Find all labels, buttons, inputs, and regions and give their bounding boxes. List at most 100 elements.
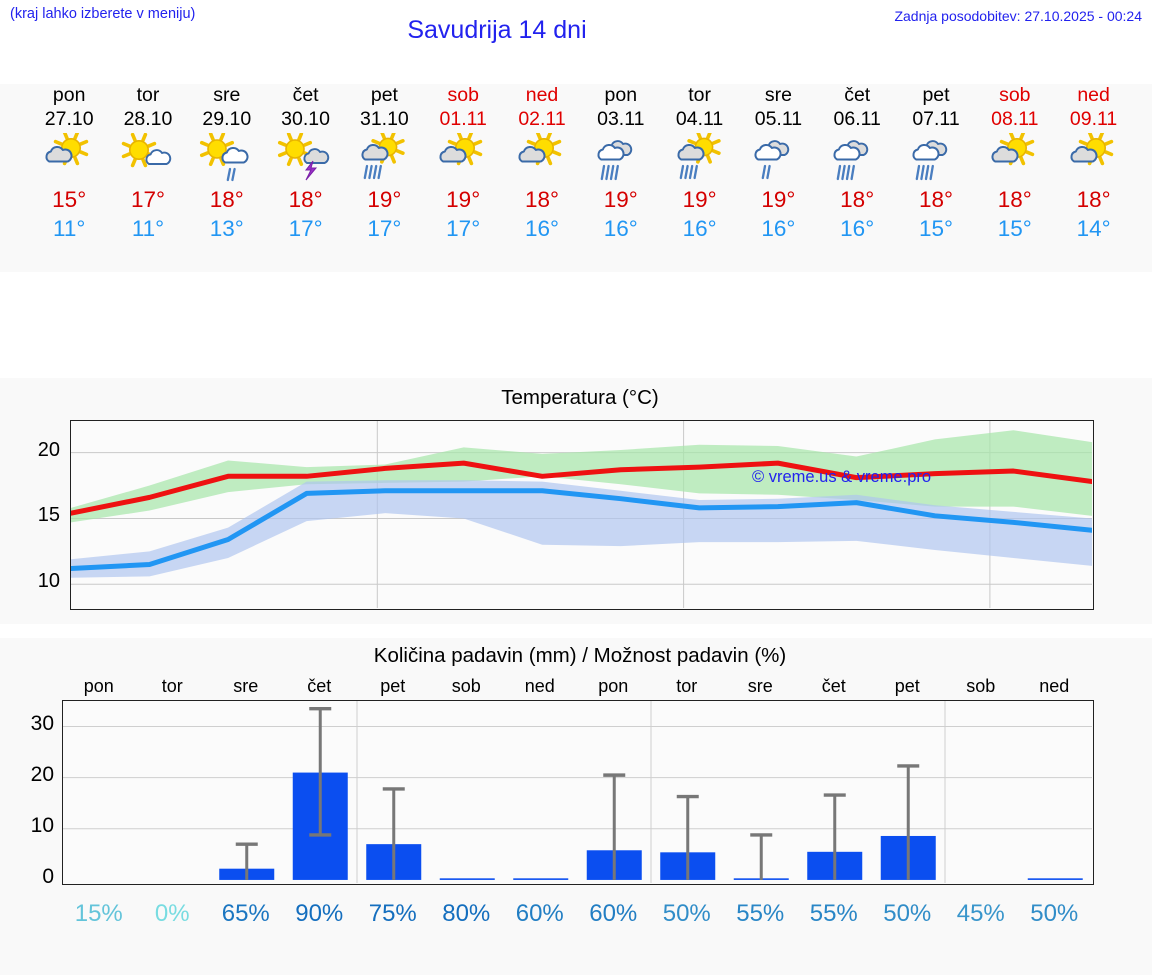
day-date: 27.10 (44, 108, 94, 130)
precipitation-probability-label: 50% (662, 900, 711, 927)
cloud-light-rain-icon (754, 140, 790, 180)
precipitation-day-label: pon (598, 676, 629, 696)
weather-icon-wrapper (266, 133, 345, 185)
sun-cloud-light-rain-icon (199, 133, 249, 182)
precipitation-error-bar (603, 773, 626, 880)
sun-behind-cloud-icon (1070, 133, 1113, 166)
weather-icon-wrapper (818, 133, 897, 185)
day-name: sre (213, 84, 241, 106)
precipitation-day-label: pet (380, 676, 406, 696)
day-column[interactable]: ned 02.11 18° 16° (503, 84, 582, 243)
precipitation-day-label: pon (83, 676, 114, 696)
temperature-max: 18° (1076, 187, 1111, 212)
temperature-min: 15° (997, 216, 1032, 241)
temperature-max: 17° (130, 187, 165, 212)
temperature-min: 16° (524, 216, 559, 241)
precipitation-day-label: tor (161, 676, 183, 696)
sun-behind-cloud-icon (439, 133, 483, 166)
precipitation-day-label: tor (676, 676, 698, 696)
precipitation-probability-label: 80% (442, 900, 491, 927)
temperature-min: 14° (1076, 216, 1111, 241)
day-date: 02.11 (518, 108, 566, 130)
precipitation-error-bar (235, 842, 258, 880)
sun-small-cloud-icon (121, 133, 172, 168)
temperature-max: 18° (209, 187, 244, 212)
y-axis-tick-label: 15 (37, 504, 60, 527)
temperature-min: 11° (53, 216, 86, 241)
temperature-plot-area (70, 420, 1094, 610)
precipitation-probability-label: 15% (74, 900, 123, 927)
sun-behind-cloud-icon (45, 133, 89, 166)
last-update-timestamp: Zadnja posodobitev: 27.10.2025 - 00:24 (894, 8, 1142, 24)
precipitation-day-label: čet (821, 676, 846, 696)
day-date: 05.11 (754, 108, 803, 130)
weather-icon-wrapper (345, 133, 424, 185)
temperature-min: 16° (840, 216, 875, 241)
day-column[interactable]: sob 08.11 18° 15° (975, 84, 1054, 243)
precipitation-probability-label: 55% (736, 900, 785, 927)
day-name: tor (136, 84, 160, 106)
day-name: tor (688, 84, 711, 106)
cloud-rain-icon (912, 140, 948, 181)
precipitation-day-label: ned (524, 676, 555, 696)
weather-icon-wrapper (503, 133, 582, 185)
day-column[interactable]: čet 30.10 18° 17° (266, 84, 345, 243)
precipitation-error-bar (897, 764, 920, 880)
temperature-chart-section: Temperatura (°C) © vreme.us & vreme.pro … (0, 378, 1152, 624)
precipitation-probability-label: 75% (368, 900, 417, 927)
day-name: čet (292, 84, 319, 106)
precipitation-probability-label: 45% (956, 900, 1005, 927)
day-column[interactable]: pet 31.10 19° 17° (345, 84, 424, 243)
precipitation-day-label: čet (307, 676, 332, 696)
temperature-max: 19° (603, 187, 638, 212)
temperature-range-band (71, 430, 1092, 523)
day-date: 07.11 (912, 108, 960, 130)
day-column[interactable]: pon 27.10 15° 11° (30, 84, 109, 243)
precipitation-day-label: sre (233, 676, 259, 696)
precipitation-bar (439, 878, 495, 880)
cloud-rain-icon (597, 140, 632, 181)
day-name: pon (604, 84, 638, 106)
day-column[interactable]: sre 05.11 19° 16° (739, 84, 818, 243)
day-column[interactable]: sre 29.10 18° 13° (187, 84, 266, 243)
day-name: pet (370, 84, 398, 106)
weather-icon-wrapper (581, 133, 660, 185)
y-axis-tick-label: 20 (30, 762, 54, 786)
day-date: 06.11 (833, 108, 881, 130)
sun-cloud-thunderstorm-icon (277, 133, 329, 181)
day-date: 31.10 (359, 108, 409, 130)
day-column[interactable]: pon 03.11 19° 16° (581, 84, 660, 243)
weather-icon-wrapper (739, 133, 818, 185)
sun-behind-cloud-icon (991, 133, 1035, 166)
day-column[interactable]: tor 28.10 17° 11° (109, 84, 188, 243)
day-column[interactable]: tor 04.11 19° 16° (660, 84, 739, 243)
temperature-max: 18° (840, 187, 875, 212)
day-column[interactable]: čet 06.11 18° 16° (818, 84, 897, 243)
copyright-notice: © vreme.us & vreme.pro (752, 468, 932, 486)
cloud-rain-icon (833, 140, 869, 181)
menu-hint: (kraj lahko izberete v meniju) (10, 6, 196, 22)
precipitation-chart-section: Količina padavin (mm) / Možnost padavin … (0, 638, 1152, 975)
precipitation-probability-label: 90% (295, 900, 344, 927)
weather-icon-wrapper (187, 133, 266, 185)
y-axis-tick-label: 30 (30, 711, 54, 735)
day-column[interactable]: ned 09.11 18° 14° (1054, 84, 1133, 243)
precipitation-error-bar (382, 787, 405, 880)
temperature-max: 19° (761, 187, 796, 212)
temperature-min: 17° (446, 216, 481, 241)
day-date: 03.11 (597, 108, 645, 130)
temperature-max: 18° (288, 187, 323, 212)
temperature-max: 19° (682, 187, 717, 212)
temperature-min: 16° (682, 216, 717, 241)
temperature-max: 19° (446, 187, 481, 212)
day-column[interactable]: pet 07.11 18° 15° (897, 84, 976, 243)
precipitation-error-bar (823, 793, 846, 880)
day-column[interactable]: sob 01.11 19° 17° (424, 84, 503, 243)
day-name: sob (999, 84, 1031, 106)
day-date: 30.10 (281, 108, 330, 130)
temperature-min: 17° (288, 216, 323, 241)
weather-icon-wrapper (109, 133, 188, 185)
day-name: ned (1077, 84, 1110, 106)
temperature-max: 18° (997, 187, 1032, 212)
temperature-max: 18° (918, 187, 953, 212)
